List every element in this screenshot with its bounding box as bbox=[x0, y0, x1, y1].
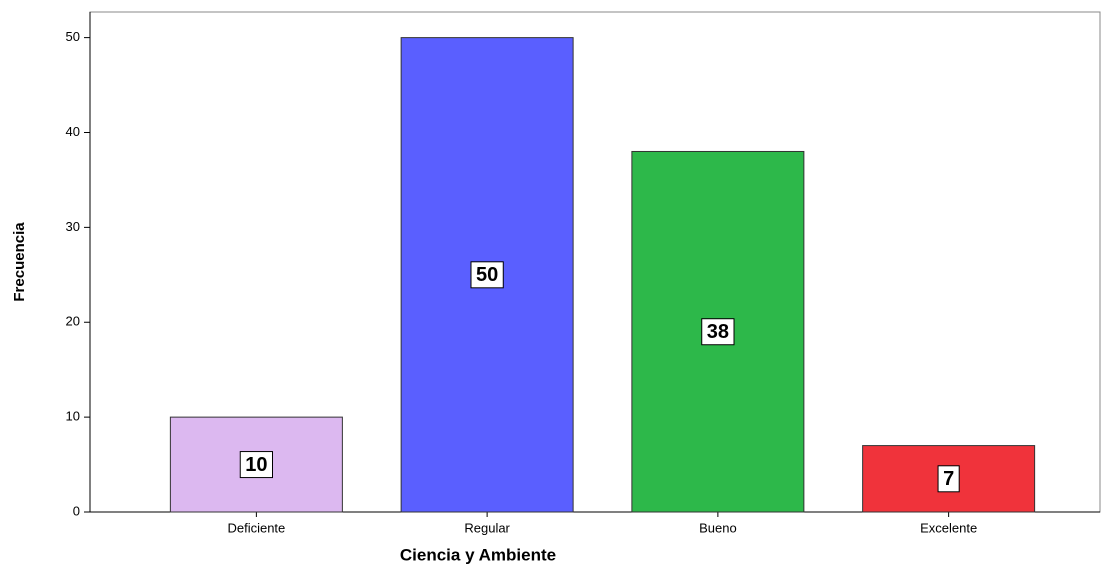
data-label: 10 bbox=[245, 454, 267, 476]
y-tick-label: 10 bbox=[66, 409, 80, 424]
y-tick-label: 0 bbox=[73, 503, 80, 518]
data-label-box bbox=[701, 318, 735, 346]
y-tick-label: 20 bbox=[66, 314, 80, 329]
y-tick-label: 40 bbox=[66, 124, 80, 139]
data-label-box bbox=[937, 465, 960, 493]
data-label: 38 bbox=[707, 321, 729, 343]
x-tick-label: Deficiente bbox=[227, 520, 285, 535]
x-tick-label: Excelente bbox=[920, 520, 977, 535]
x-tick-label: Regular bbox=[464, 520, 510, 535]
data-label: 7 bbox=[943, 468, 954, 490]
y-tick-label: 50 bbox=[66, 29, 80, 44]
x-axis-title: Ciencia y Ambiente bbox=[400, 545, 556, 564]
data-label-box bbox=[470, 261, 504, 289]
x-tick-label: Bueno bbox=[699, 520, 737, 535]
y-tick-label: 30 bbox=[66, 219, 80, 234]
data-label: 50 bbox=[476, 264, 498, 286]
y-axis-title: Frecuencia bbox=[11, 222, 28, 302]
data-label-box bbox=[239, 451, 273, 479]
